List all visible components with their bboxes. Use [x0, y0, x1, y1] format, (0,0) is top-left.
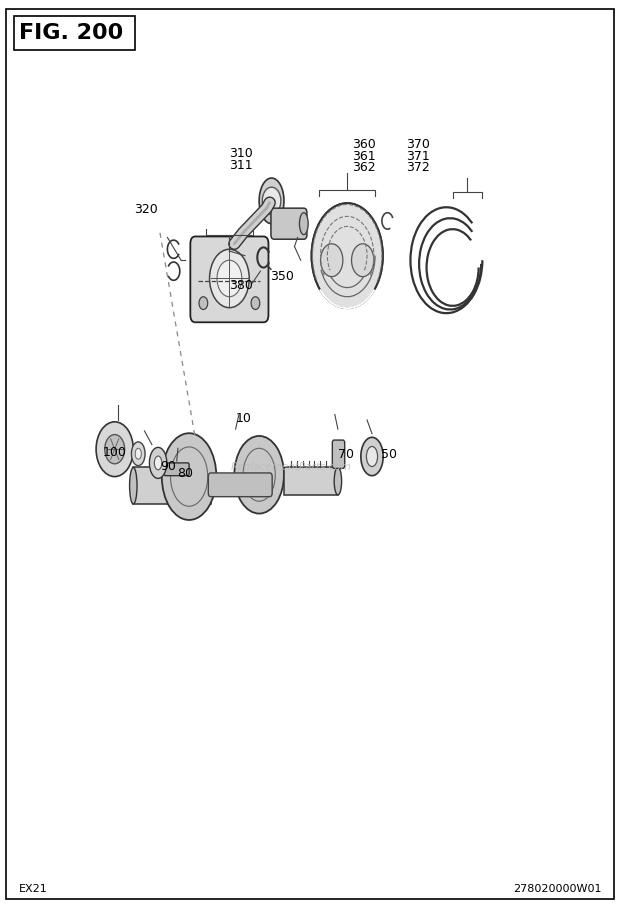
Ellipse shape	[312, 205, 382, 308]
Polygon shape	[284, 467, 338, 495]
Circle shape	[251, 297, 260, 310]
Text: 372: 372	[406, 162, 430, 174]
Ellipse shape	[149, 447, 167, 478]
Ellipse shape	[234, 436, 284, 513]
Ellipse shape	[130, 467, 137, 504]
Text: FIG. 200: FIG. 200	[19, 23, 123, 43]
FancyBboxPatch shape	[271, 208, 307, 239]
Text: 10: 10	[236, 412, 252, 425]
Text: 362: 362	[352, 162, 376, 174]
Circle shape	[321, 244, 343, 277]
Circle shape	[210, 249, 249, 308]
FancyBboxPatch shape	[332, 440, 345, 468]
FancyBboxPatch shape	[190, 236, 268, 322]
Circle shape	[352, 244, 374, 277]
Ellipse shape	[366, 446, 378, 467]
Text: 80: 80	[177, 467, 193, 480]
Ellipse shape	[135, 448, 141, 459]
Text: 350: 350	[270, 270, 294, 283]
Ellipse shape	[299, 213, 308, 235]
Text: 361: 361	[352, 150, 376, 163]
Text: ReplacementParts.com: ReplacementParts.com	[231, 463, 352, 472]
Text: 310: 310	[229, 147, 252, 160]
Polygon shape	[133, 467, 211, 504]
Text: EX21: EX21	[19, 885, 47, 894]
Text: 70: 70	[338, 448, 354, 461]
Circle shape	[105, 435, 125, 464]
Text: 311: 311	[229, 159, 252, 172]
Ellipse shape	[154, 456, 162, 470]
Text: 380: 380	[229, 279, 254, 292]
Text: 90: 90	[160, 460, 176, 473]
Ellipse shape	[131, 442, 145, 466]
Circle shape	[199, 297, 208, 310]
FancyBboxPatch shape	[208, 473, 272, 497]
Text: 371: 371	[406, 150, 430, 163]
Circle shape	[262, 187, 281, 215]
Text: 320: 320	[135, 204, 158, 216]
Bar	[14, 16, 135, 50]
Ellipse shape	[259, 178, 284, 224]
Circle shape	[96, 422, 133, 477]
Circle shape	[217, 260, 242, 297]
Ellipse shape	[361, 437, 383, 476]
Text: 360: 360	[352, 138, 376, 151]
Ellipse shape	[162, 434, 216, 520]
Text: 370: 370	[406, 138, 430, 151]
Ellipse shape	[334, 467, 342, 495]
FancyBboxPatch shape	[164, 463, 189, 476]
Text: 100: 100	[102, 446, 126, 459]
Text: 50: 50	[381, 448, 397, 461]
Text: 278020000W01: 278020000W01	[513, 885, 601, 894]
